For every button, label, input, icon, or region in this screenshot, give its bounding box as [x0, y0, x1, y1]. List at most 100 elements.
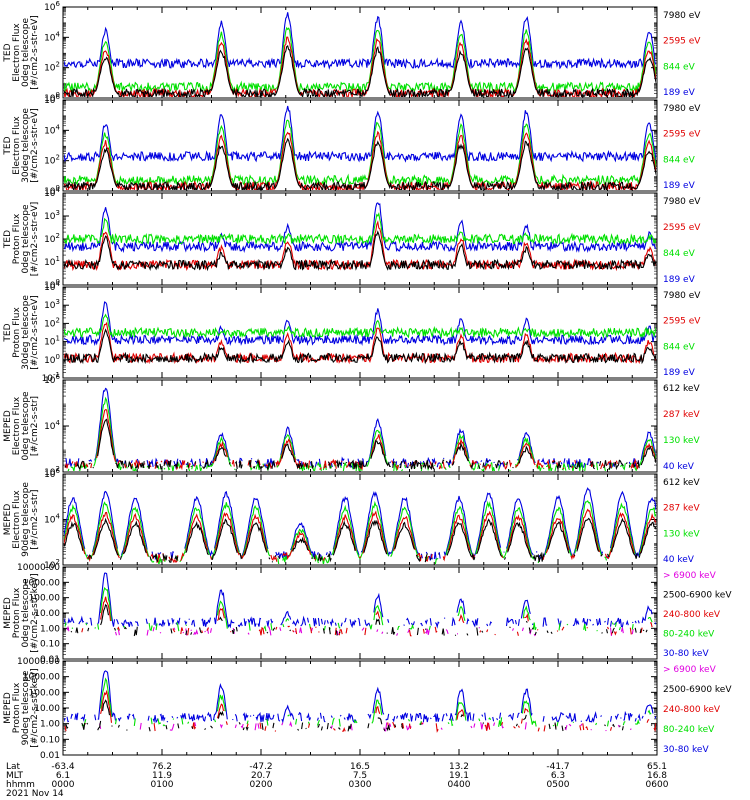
legend-entry: > 6900 keV [663, 665, 717, 675]
legend-entry: 40 keV [663, 462, 695, 472]
legend-entry: 7980 eV [663, 197, 701, 207]
y-tick-label: 102 [44, 61, 60, 74]
legend-entry: 130 keV [663, 529, 700, 539]
series-green [81, 677, 656, 727]
y-axis-label: MEPED [3, 692, 13, 724]
series-blue [64, 301, 656, 347]
legend-entry: 189 eV [663, 88, 696, 98]
series-black [64, 328, 656, 365]
x-tick-label: 0600 [646, 780, 669, 790]
y-axis-label: [#/cm2-s-str-eV] [30, 108, 40, 183]
panel-frame [62, 566, 658, 660]
y-tick-label: 104 [44, 30, 60, 43]
legend-entry: 2595 eV [663, 223, 701, 233]
legend-entry: 2500-6900 keV [663, 685, 732, 695]
panel-7: 0.01 0.10 1.00 10.00 100.00 1000.00 10000.00 ME… [3, 563, 732, 665]
legend-entry: 2595 eV [663, 130, 701, 140]
legend-entry: 30-80 keV [663, 745, 709, 755]
series-black [64, 517, 656, 563]
series-green [64, 212, 656, 246]
panel-1: 100 102 104 106 TED Electron Flux 0deg telesco… [3, 0, 701, 104]
y-tick-label: 104 [44, 123, 60, 136]
x-tick-label: 7.5 [353, 771, 367, 781]
y-tick-label: 104 [44, 419, 60, 432]
series-blue [64, 487, 656, 561]
y-tick-label: 100.00 [29, 688, 61, 698]
y-tick-label: 101 [44, 335, 60, 348]
x-tick-label: 0200 [250, 780, 273, 790]
y-tick-label: 0.01 [40, 751, 60, 761]
y-axis-label: 30deg telescope [21, 295, 31, 370]
y-axis-label: MEPED [3, 410, 13, 442]
y-axis-label: Electron Flux [12, 23, 22, 82]
y-tick-label: 1.00 [40, 720, 60, 730]
y-tick-label: 106 [44, 0, 60, 13]
y-axis-label: [#/cm2-s-str-keV] [30, 668, 40, 747]
y-tick-label: 104 [44, 186, 60, 199]
y-axis-label: Proton Flux [12, 587, 22, 638]
series-black [64, 418, 656, 471]
series-green [64, 587, 653, 632]
series-black [64, 137, 656, 190]
y-tick-label: 10000.00 [17, 657, 60, 667]
series-black [65, 699, 656, 732]
y-axis-label: 0deg telescope [21, 391, 31, 461]
x-tick-label: 0400 [448, 780, 471, 790]
y-axis-label: 90deg telescope [21, 482, 31, 557]
x-axis-labels: Lat -63.4 76.2 -47.2 16.5 13.2 -41.7 65.1 MLT 6.1… [6, 762, 669, 799]
y-tick-label: 106 [44, 93, 60, 106]
y-tick-label: 100 [44, 184, 60, 197]
y-tick-label: 10000.00 [17, 563, 60, 573]
y-tick-label: 0.10 [40, 735, 60, 745]
x-tick-label: 16.5 [350, 762, 370, 772]
panel-data [64, 670, 656, 732]
legend-entry: 2595 eV [663, 317, 701, 327]
y-axis-label: Electron Flux [12, 116, 22, 175]
panel-data [64, 202, 656, 272]
y-axis-label: [#/cm2-s-str-eV] [30, 15, 40, 90]
legend-entry: 80-240 keV [663, 725, 715, 735]
legend-entry: 7980 eV [663, 11, 701, 21]
legend-entry: 2500-6900 keV [663, 591, 732, 601]
legend-entry: 287 keV [663, 410, 700, 420]
legend-entry: 30-80 keV [663, 649, 709, 659]
y-tick-label: 102 [44, 465, 60, 478]
y-axis-label: TED [3, 230, 13, 249]
y-axis-label: Proton Flux [12, 213, 22, 264]
y-tick-label: 100 [44, 353, 60, 366]
y-tick-label: 100 [44, 278, 60, 291]
legend-entry: 189 eV [663, 368, 696, 378]
panel-8: 0.01 0.10 1.00 10.00 100.00 1000.00 10000.00 ME… [3, 657, 732, 761]
x-tick-label: 19.1 [449, 771, 469, 781]
legend-entry: 240-800 keV [663, 705, 721, 715]
x-row-label: Lat [6, 762, 21, 772]
series-red [82, 597, 657, 636]
series-black [64, 44, 656, 97]
y-axis-label: TED [3, 323, 13, 342]
panel-4: 10-1 100 101 102 103 104 TED Proton Flux 30deg t… [3, 280, 701, 384]
panel-6: 102 104 106 MEPED Electron Flux 90deg telesco… [3, 467, 700, 571]
y-axis-label: 0deg telescope [21, 18, 31, 88]
y-tick-label: 102 [44, 316, 60, 329]
panel-data [64, 105, 656, 190]
panel-frame [62, 660, 658, 756]
x-tick-label: 20.7 [251, 771, 271, 781]
series-blue [64, 572, 656, 629]
x-tick-label: 76.2 [152, 762, 172, 772]
y-tick-label: 1.00 [40, 624, 60, 634]
series-blue [64, 202, 656, 254]
panel-data [64, 487, 656, 564]
legend-entry: 7980 eV [663, 291, 701, 301]
y-axis-label: MEPED [3, 597, 13, 629]
x-tick-label: -63.4 [51, 762, 75, 772]
y-tick-label: 103 [44, 209, 60, 222]
x-tick-label: 16.8 [647, 771, 667, 781]
series-blue [64, 105, 656, 163]
y-axis-label: MEPED [3, 504, 13, 536]
series-black [70, 603, 656, 637]
series-black [64, 230, 656, 272]
y-tick-label: 102 [44, 558, 60, 571]
y-axis-label: Electron Flux [12, 396, 22, 455]
legend-entry: 612 keV [663, 478, 700, 488]
